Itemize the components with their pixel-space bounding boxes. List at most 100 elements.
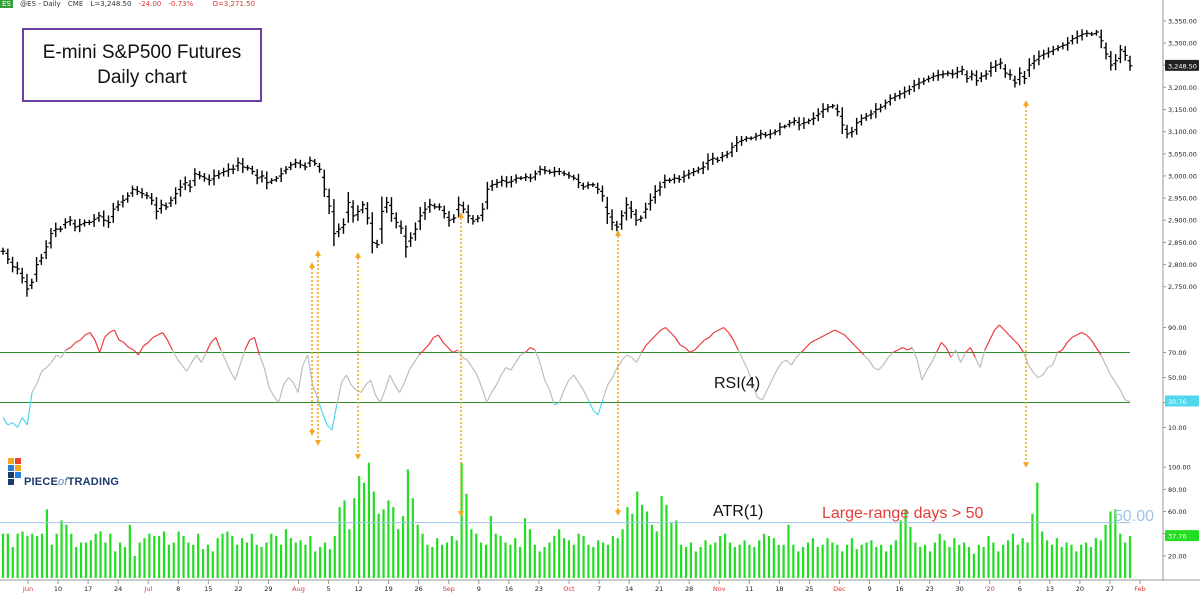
rsi-segment <box>882 357 889 366</box>
rsi-segment <box>1119 389 1126 401</box>
rsi-segment <box>626 354 633 359</box>
atr-bar <box>675 520 678 578</box>
atr-bar <box>1050 544 1054 578</box>
symbol-badge[interactable]: ES <box>0 0 13 8</box>
atr-bar <box>265 542 268 578</box>
price-bar <box>384 196 390 213</box>
double-arrow <box>458 212 464 517</box>
rsi-segment <box>1124 399 1131 403</box>
rsi-segment <box>370 379 377 396</box>
price-bar <box>269 178 274 185</box>
atr-bar <box>743 540 746 578</box>
price-bar <box>1055 45 1061 52</box>
price-bar <box>1050 45 1056 56</box>
atr-bar <box>284 529 288 578</box>
atr-bar <box>528 529 532 578</box>
rsi-segment <box>1110 374 1116 383</box>
price-bar <box>427 198 433 213</box>
rsi-segment <box>815 336 821 341</box>
atr-bar <box>1026 542 1029 578</box>
atr-bar <box>626 507 629 578</box>
rsi-segment <box>844 334 850 341</box>
atr-bar <box>362 482 366 578</box>
price-bar <box>609 209 615 231</box>
rsi-segment <box>582 389 589 401</box>
price-bar <box>432 203 438 210</box>
atr-bar <box>1011 533 1015 578</box>
rsi-segment <box>597 399 604 416</box>
atr-bar <box>597 540 600 578</box>
rsi-segment <box>863 354 870 361</box>
atr-bar <box>143 538 146 578</box>
rsi-segment <box>166 339 173 351</box>
price-bar <box>144 191 150 200</box>
rsi-segment <box>447 347 454 353</box>
price-bar <box>29 278 35 290</box>
rsi-segment <box>428 337 434 346</box>
price-bar <box>1017 67 1023 86</box>
price-bar <box>916 77 922 90</box>
price-bar <box>96 212 102 222</box>
atr-bar <box>650 524 653 578</box>
price-bar <box>288 161 294 171</box>
price-bar <box>1031 54 1037 70</box>
rsi-segment <box>1114 382 1121 391</box>
x-tick-label: Jun <box>22 585 33 593</box>
rsi-segment <box>229 370 236 381</box>
atr-bar <box>50 544 53 578</box>
atr-bar <box>655 531 658 578</box>
atr-y-tick-label: 100.00 <box>1168 464 1191 472</box>
price-bar <box>1122 46 1128 61</box>
rsi-segment <box>621 354 628 361</box>
price-bar <box>902 86 907 99</box>
price-bar <box>811 112 816 126</box>
atr-bar <box>289 538 292 578</box>
rsi-segment <box>998 324 1005 331</box>
atr-bar <box>938 533 941 578</box>
price-bar <box>782 124 788 129</box>
rsi-segment <box>713 329 720 334</box>
atr-bar <box>719 535 722 578</box>
price-bar <box>5 248 11 264</box>
price-bar <box>835 104 840 117</box>
atr-bar <box>1119 533 1122 578</box>
atr-bar <box>489 515 492 578</box>
atr-bar <box>445 542 449 578</box>
price-bar <box>849 126 855 138</box>
rsi-segment <box>350 384 357 391</box>
price-bar <box>365 202 370 225</box>
rsi-segment <box>887 352 894 358</box>
rsi-segment <box>858 349 865 356</box>
price-y-tick-label: 2,850.00 <box>1168 239 1197 247</box>
rsi-segment <box>704 336 710 341</box>
price-bar <box>149 193 155 205</box>
rsi-segment <box>926 362 933 371</box>
open-price: O=3,271.50 <box>212 0 256 8</box>
atr-bar <box>967 546 971 578</box>
x-tick-label: 24 <box>114 585 122 593</box>
price-bar <box>983 70 989 80</box>
atr-bar <box>455 540 458 578</box>
rsi-segment <box>873 366 879 371</box>
price-bar <box>652 185 658 204</box>
price-bar <box>739 136 744 146</box>
rsi-segment <box>921 369 928 381</box>
price-bar <box>576 173 581 189</box>
rsi-segment <box>46 362 52 368</box>
rsi-segment <box>109 329 115 334</box>
atr-bar <box>611 535 614 578</box>
atr-bar <box>177 531 180 578</box>
atr-bar <box>1055 538 1058 578</box>
rsi-segment <box>89 332 96 341</box>
atr-y-tick-label: 20.00 <box>1168 552 1187 560</box>
rsi-segment <box>587 399 594 411</box>
price-bar <box>844 124 850 139</box>
rsi-segment <box>742 359 749 371</box>
price-bar <box>53 222 59 238</box>
x-tick-label: 26 <box>415 585 423 593</box>
price-bar <box>763 131 768 138</box>
arrow-head-down <box>615 510 621 516</box>
price-bar <box>374 239 380 249</box>
price-bar <box>624 197 629 221</box>
price-bar <box>120 195 126 208</box>
